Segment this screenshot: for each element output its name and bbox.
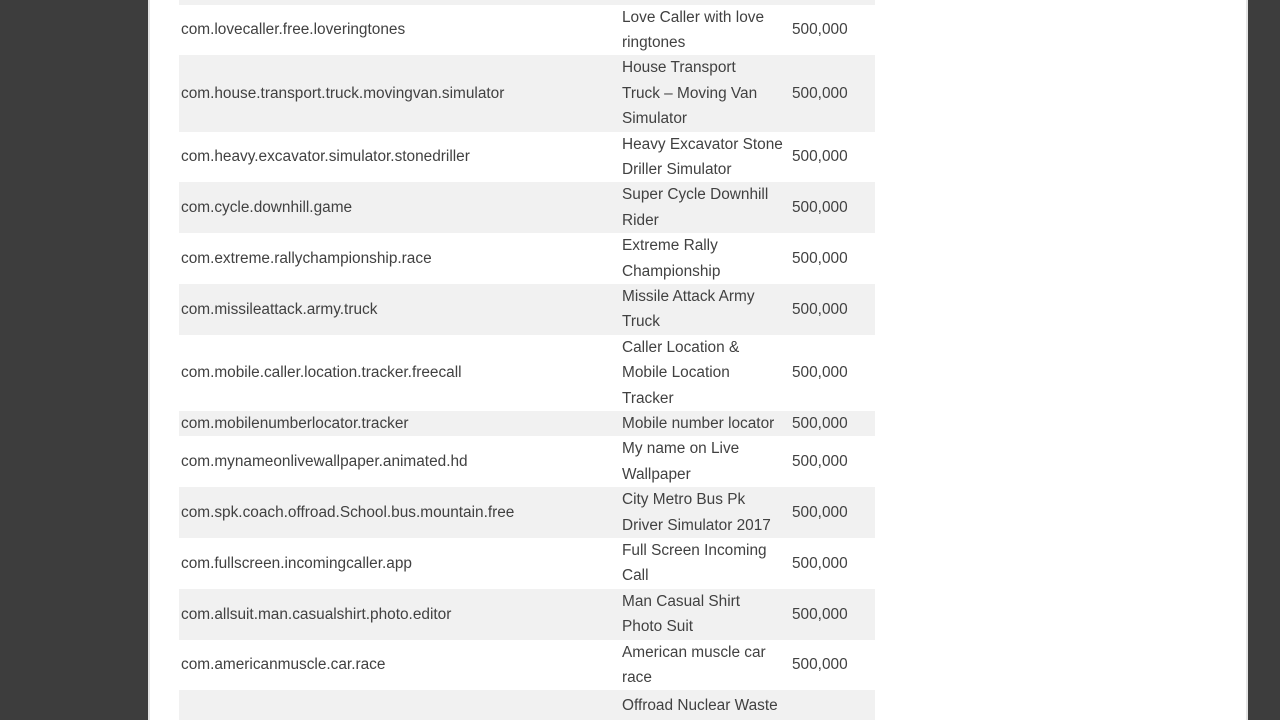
- package-name: com.spk.coach.offroad.School.bus.mountai…: [181, 503, 515, 521]
- table-row: com.mynameonlivewallpaper.animated.hd My…: [179, 436, 875, 487]
- app-title: American muscle car race: [622, 643, 766, 687]
- table-row: com.extreme.rallychampionship.race Extre…: [179, 233, 875, 284]
- app-title: Love Caller with love ringtones: [622, 8, 765, 51]
- download-count: 500,000: [792, 249, 848, 267]
- table-row: com.missileattack.army.truck Missile Att…: [179, 283, 875, 335]
- package-name: com.house.transport.truck.movingvan.simu…: [181, 84, 505, 102]
- apps-table: com.lovecaller.free.loveringtones Love C…: [179, 0, 875, 720]
- table-row: com.heavy.excavator.simulator.stonedrill…: [179, 132, 875, 183]
- viewer-right-panel: [1246, 0, 1280, 720]
- download-count: 500,000: [792, 364, 848, 382]
- package-name: com.allsuit.man.casualshirt.photo.editor: [181, 605, 452, 623]
- app-title: Missile Attack Army Truck: [622, 287, 755, 331]
- table-row: com.mobile.caller.location.tracker.freec…: [179, 335, 875, 411]
- table-row: com.cycle.downhill.game Super Cycle Down…: [179, 182, 875, 234]
- download-count: 500,000: [792, 21, 848, 39]
- table-row: com.mobilenumberlocator.tracker Mobile n…: [179, 411, 875, 437]
- package-name: com.cycle.downhill.game: [181, 199, 353, 217]
- download-count: 500,000: [792, 415, 848, 432]
- package-name: com.lovecaller.free.loveringtones: [181, 21, 406, 39]
- app-title: Heavy Excavator Stone Driller Simulator: [622, 135, 783, 178]
- package-name: com.fullscreen.incomingcaller.app: [181, 554, 412, 572]
- app-title: Man Casual Shirt Photo Suit: [622, 592, 741, 636]
- document-page: com.lovecaller.free.loveringtones Love C…: [150, 0, 1246, 720]
- app-title: Full Screen Incoming Call: [622, 542, 767, 585]
- download-count: 500,000: [792, 199, 848, 217]
- package-name: com.heavy.excavator.simulator.stonedrill…: [181, 148, 470, 166]
- app-title: My name on Live Wallpaper: [622, 440, 740, 483]
- app-title: Offroad Nuclear Waste: [622, 696, 778, 714]
- download-count: 500,000: [792, 605, 848, 623]
- app-title: City Metro Bus Pk Driver Simulator 2017: [622, 491, 771, 534]
- package-name: com.americanmuscle.car.race: [181, 656, 386, 674]
- download-count: 500,000: [792, 554, 848, 572]
- download-count: 500,000: [792, 503, 848, 521]
- app-title: House Transport Truck – Moving Van Simul…: [622, 59, 758, 128]
- table-row-clipped: Offroad Nuclear Waste: [179, 690, 875, 720]
- download-count: 500,000: [792, 656, 848, 674]
- table-row: com.americanmuscle.car.race American mus…: [179, 640, 875, 691]
- table-row: com.house.transport.truck.movingvan.simu…: [179, 55, 875, 132]
- viewer-left-panel: [0, 0, 150, 720]
- package-name: com.mynameonlivewallpaper.animated.hd: [181, 453, 468, 471]
- clipped-row-top: [179, 0, 875, 5]
- app-title: Extreme Rally Championship: [622, 237, 721, 280]
- download-count: 500,000: [792, 84, 848, 102]
- table-rows: com.lovecaller.free.loveringtones Love C…: [179, 5, 875, 720]
- package-name: com.mobile.caller.location.tracker.freec…: [181, 364, 462, 382]
- download-count: 500,000: [792, 453, 848, 471]
- app-title: Super Cycle Downhill Rider: [622, 186, 769, 229]
- table-row: com.lovecaller.free.loveringtones Love C…: [179, 5, 875, 56]
- package-name: com.extreme.rallychampionship.race: [181, 249, 432, 267]
- table-row: com.fullscreen.incomingcaller.app Full S…: [179, 538, 875, 589]
- package-name: com.mobilenumberlocator.tracker: [181, 415, 409, 432]
- app-title: Mobile number locator: [622, 415, 775, 432]
- table-row: com.spk.coach.offroad.School.bus.mountai…: [179, 487, 875, 539]
- download-count: 500,000: [792, 300, 848, 318]
- table-row: com.allsuit.man.casualshirt.photo.editor…: [179, 588, 875, 640]
- app-title: Caller Location & Mobile Location Tracke…: [622, 338, 740, 407]
- download-count: 500,000: [792, 148, 848, 166]
- package-name: com.missileattack.army.truck: [181, 300, 378, 318]
